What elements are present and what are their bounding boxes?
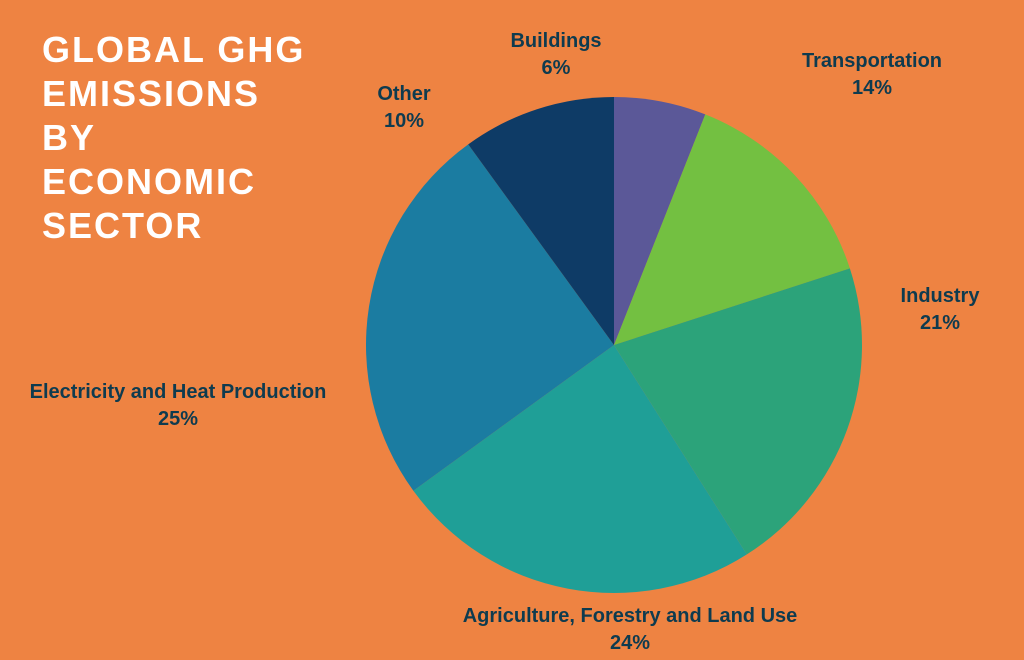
slice-label: Other10%: [377, 81, 430, 135]
slice-label-percent: 14%: [802, 75, 942, 102]
slice-label-percent: 6%: [510, 55, 601, 82]
slice-label-percent: 21%: [901, 310, 980, 337]
slice-label-name: Agriculture, Forestry and Land Use: [463, 603, 798, 630]
infographic-canvas: GLOBAL GHG EMISSIONS BY ECONOMIC SECTOR …: [0, 0, 1024, 660]
slice-label-name: Buildings: [510, 28, 601, 55]
slice-label-name: Transportation: [802, 48, 942, 75]
slice-label-percent: 24%: [463, 630, 798, 657]
pie-chart: [366, 97, 862, 593]
slice-label: Industry21%: [901, 283, 980, 337]
pie-svg: [366, 97, 862, 593]
slice-label: Buildings6%: [510, 28, 601, 82]
slice-label: Agriculture, Forestry and Land Use24%: [463, 603, 798, 657]
slice-label-name: Other: [377, 81, 430, 108]
slice-label-percent: 10%: [377, 108, 430, 135]
slice-label-name: Electricity and Heat Production: [30, 379, 327, 406]
slice-label-name: Industry: [901, 283, 980, 310]
slice-label: Transportation14%: [802, 48, 942, 102]
slice-label-percent: 25%: [30, 406, 327, 433]
page-title: GLOBAL GHG EMISSIONS BY ECONOMIC SECTOR: [42, 28, 305, 248]
slice-label: Electricity and Heat Production25%: [30, 379, 327, 433]
